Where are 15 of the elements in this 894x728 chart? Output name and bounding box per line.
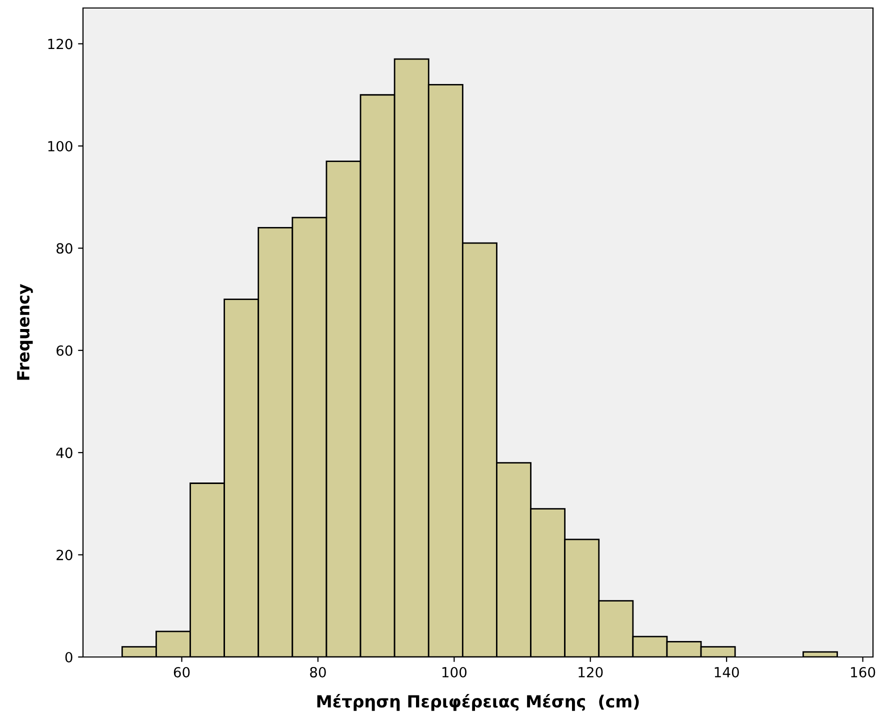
- y-tick-label: 0: [65, 652, 72, 662]
- y-tick-label: 60: [56, 345, 72, 356]
- x-tick-label: 160: [851, 666, 876, 678]
- y-tick-label: 40: [56, 448, 72, 458]
- x-tick-label: 100: [442, 666, 466, 678]
- x-tick-label: 120: [578, 666, 603, 678]
- y-axis-title: Frequency: [17, 284, 33, 380]
- y-tick-label: 20: [56, 550, 72, 560]
- y-tick-label: 80: [56, 243, 72, 254]
- x-axis-title: Μέτρηση Περιφέρειας Μέσης (cm): [317, 694, 639, 711]
- x-tick-label: 80: [310, 666, 326, 678]
- y-tick-label: 100: [48, 140, 72, 152]
- y-tick-label: 120: [48, 38, 72, 50]
- x-tick-label: 140: [714, 666, 739, 678]
- x-tick-label: 60: [174, 666, 190, 678]
